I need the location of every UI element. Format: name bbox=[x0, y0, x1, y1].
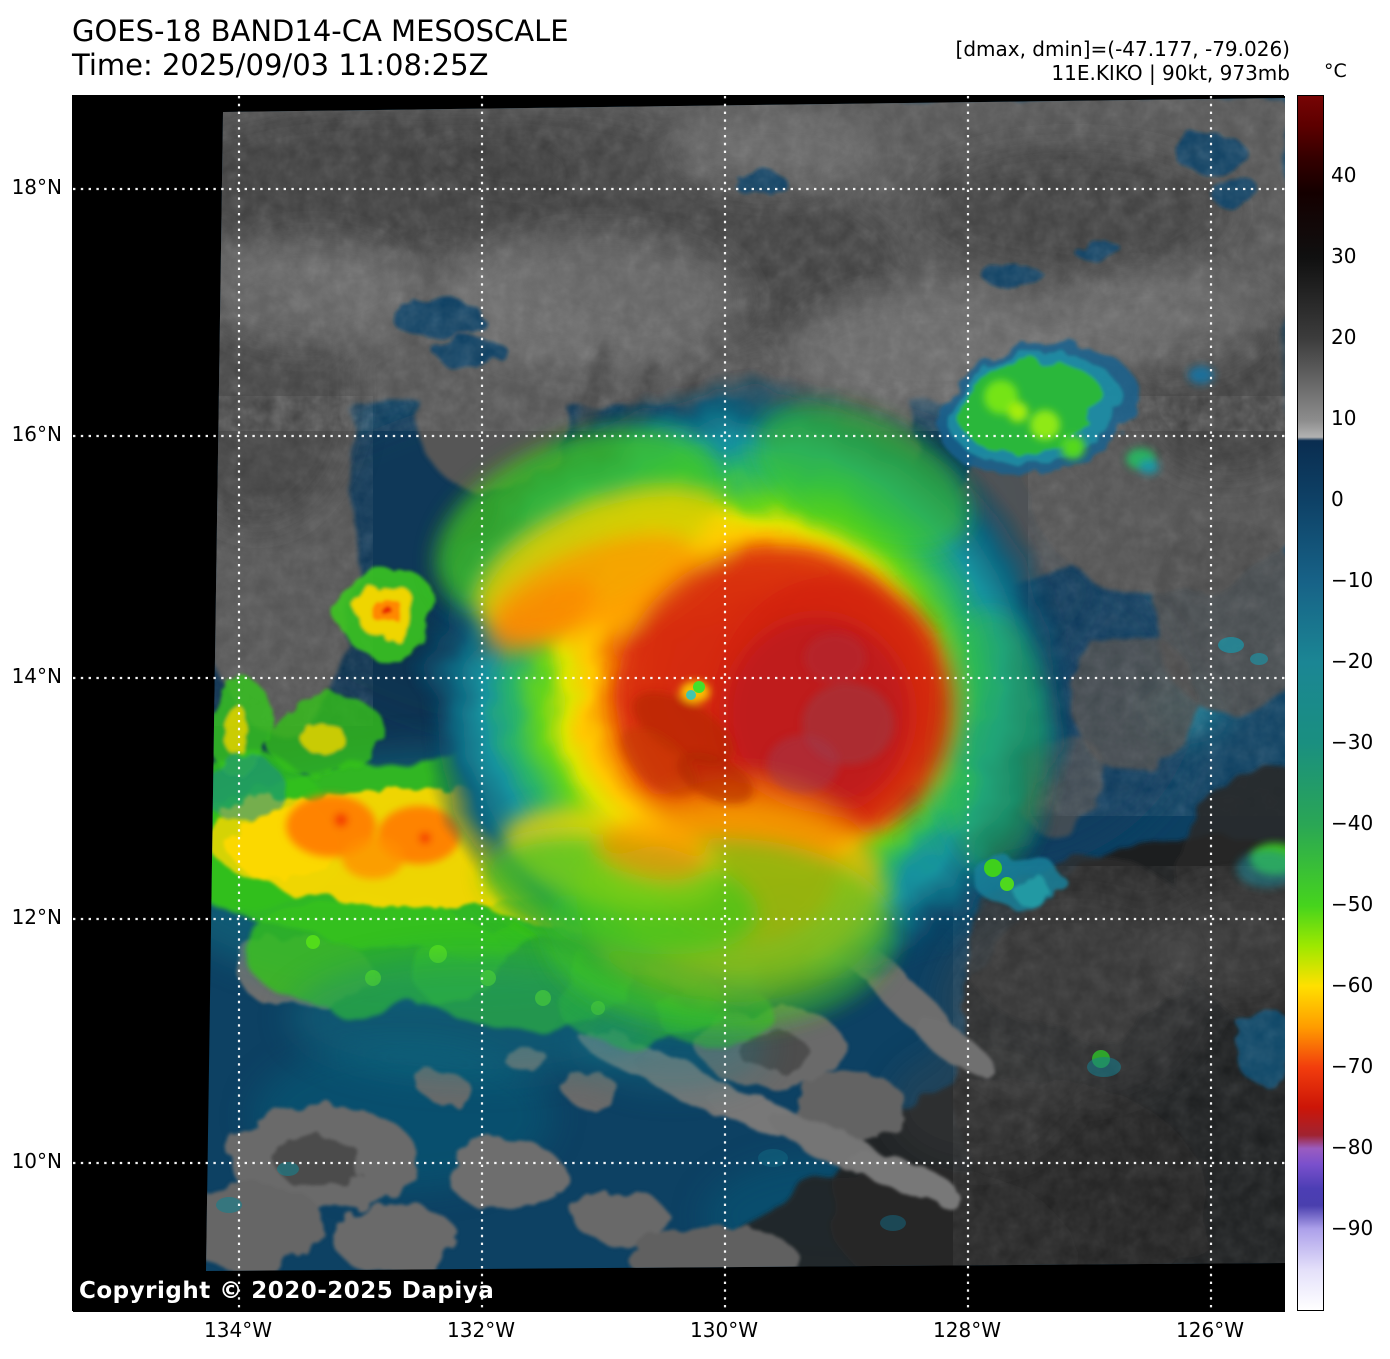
y-axis-tick-label: 10°N bbox=[11, 1149, 62, 1173]
map-frame: Copyright © 2020-2025 Dapiya bbox=[72, 95, 1285, 1312]
y-axis-tick-label: 12°N bbox=[11, 905, 62, 929]
colorbar-tick-label: −50 bbox=[1331, 892, 1374, 916]
x-axis-tick-label: 132°W bbox=[447, 1318, 515, 1342]
colorbar-tick-label: −90 bbox=[1331, 1216, 1374, 1240]
copyright-label: Copyright © 2020-2025 Dapiya bbox=[79, 1278, 495, 1304]
x-axis-tick-label: 126°W bbox=[1176, 1318, 1244, 1342]
x-axis-tick-label: 134°W bbox=[204, 1318, 272, 1342]
page-title: GOES-18 BAND14-CA MESOSCALE bbox=[72, 14, 569, 48]
colorbar-tick-label: −40 bbox=[1331, 811, 1374, 835]
colorbar-tick-label: −60 bbox=[1331, 973, 1374, 997]
y-axis-tick-label: 14°N bbox=[11, 664, 62, 688]
y-axis-tick-label: 16°N bbox=[11, 422, 62, 446]
colorbar-unit-label: °C bbox=[1324, 60, 1347, 82]
colorbar-tick-label: 0 bbox=[1331, 487, 1344, 511]
colorbar-tick-label: −20 bbox=[1331, 649, 1374, 673]
colorbar-tick-label: 10 bbox=[1331, 406, 1357, 430]
colorbar-tick-label: −70 bbox=[1331, 1054, 1374, 1078]
colorbar-tick-label: 20 bbox=[1331, 325, 1357, 349]
colorbar-tick-label: −30 bbox=[1331, 730, 1374, 754]
colorbar-tick-label: −10 bbox=[1331, 568, 1374, 592]
satellite-image bbox=[73, 96, 1285, 1312]
temperature-colorbar bbox=[1297, 95, 1324, 1311]
colorbar-tick-label: −80 bbox=[1331, 1135, 1374, 1159]
dmax-dmin-label: [dmax, dmin]=(-47.177, -79.026) bbox=[955, 37, 1290, 61]
x-axis-tick-label: 130°W bbox=[690, 1318, 758, 1342]
colorbar-tick-label: 30 bbox=[1331, 244, 1357, 268]
title-block: GOES-18 BAND14-CA MESOSCALE Time: 2025/0… bbox=[72, 14, 569, 82]
y-axis-tick-label: 18°N bbox=[11, 175, 62, 199]
time-label: Time: 2025/09/03 11:08:25Z bbox=[72, 48, 489, 82]
storm-info-label: 11E.KIKO | 90kt, 973mb bbox=[1051, 61, 1290, 85]
x-axis-tick-label: 128°W bbox=[933, 1318, 1001, 1342]
colorbar-tick-label: 40 bbox=[1331, 163, 1357, 187]
info-block: [dmax, dmin]=(-47.177, -79.026) 11E.KIKO… bbox=[690, 37, 1290, 85]
